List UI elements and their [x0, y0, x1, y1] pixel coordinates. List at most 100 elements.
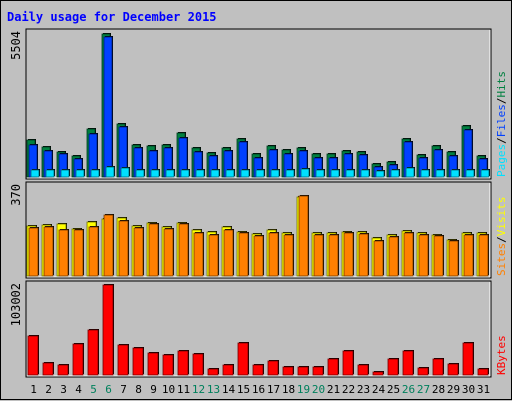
bar-kbytes [57, 364, 69, 376]
bar-pages [60, 169, 70, 178]
bar-pages [240, 169, 250, 178]
bar-sites [328, 234, 339, 277]
legend-kbytes: KBytes [495, 335, 508, 375]
bar-pages [105, 166, 115, 178]
x-tick-label: 28 [432, 383, 445, 396]
bar-sites [388, 236, 399, 277]
x-tick-label: 15 [237, 383, 250, 396]
bar-pages [330, 169, 340, 178]
ymax-label-visitors: 370 [9, 184, 23, 206]
bar-sites [28, 227, 39, 277]
x-tick-label: 13 [207, 383, 220, 396]
bar-kbytes [372, 371, 384, 376]
bar-pages [45, 169, 55, 178]
bar-kbytes [327, 358, 339, 376]
bar-sites [178, 223, 189, 277]
bar-pages [270, 169, 280, 178]
bar-pages [150, 169, 160, 178]
bar-kbytes [357, 364, 369, 376]
x-tick-label: 12 [192, 383, 205, 396]
x-tick-label: 22 [342, 383, 355, 396]
bar-pages [225, 169, 235, 178]
bar-sites [103, 214, 114, 277]
bar-pages [30, 169, 40, 178]
legend-entry: KBytes [495, 335, 508, 375]
bar-pages [480, 169, 490, 178]
bar-sites [193, 232, 204, 277]
bar-pages [315, 169, 325, 178]
bar-sites [358, 233, 369, 277]
bar-sites [163, 228, 174, 277]
legend-entry: Files [495, 104, 508, 137]
bar-pages [375, 170, 385, 178]
bar-kbytes [402, 350, 414, 376]
x-tick-label: 2 [45, 383, 52, 396]
bar-pages [135, 169, 145, 178]
bar-sites [133, 227, 144, 277]
bar-sites [403, 232, 414, 277]
bar-sites [253, 235, 264, 277]
x-tick-label: 23 [357, 383, 370, 396]
bar-sites [283, 234, 294, 277]
bar-kbytes [102, 284, 114, 376]
bar-sites [58, 229, 69, 277]
bar-kbytes [432, 358, 444, 376]
legend-visitors: Sites/Visits [495, 197, 508, 277]
bar-pages [120, 167, 130, 178]
bar-pages [195, 169, 205, 178]
x-tick-label: 4 [75, 383, 82, 396]
bar-pages [435, 169, 445, 178]
legend-entry: Hits [495, 71, 508, 98]
bar-kbytes [267, 360, 279, 376]
bar-sites [478, 234, 489, 277]
bar-kbytes [297, 366, 309, 376]
bar-pages [465, 169, 475, 178]
x-tick-label: 19 [297, 383, 310, 396]
x-tick-label: 17 [267, 383, 280, 396]
ymax-label-traffic: 5504 [9, 31, 23, 60]
bar-kbytes [162, 354, 174, 376]
bar-kbytes [207, 368, 219, 376]
bar-kbytes [477, 368, 489, 376]
x-tick-label: 24 [372, 383, 386, 396]
x-tick-label: 9 [150, 383, 157, 396]
ymax-label-kbytes: 103002 [9, 283, 23, 326]
bar-kbytes [282, 366, 294, 376]
bar-pages [90, 169, 100, 178]
bar-pages [450, 169, 460, 178]
x-tick-label: 11 [177, 383, 190, 396]
bar-pages [75, 169, 85, 178]
x-tick-label: 7 [120, 383, 127, 396]
bar-kbytes [192, 353, 204, 376]
bar-sites [313, 234, 324, 277]
x-tick-label: 8 [135, 383, 142, 396]
bar-pages [210, 169, 220, 178]
bar-sites [463, 234, 474, 277]
bar-sites [268, 232, 279, 277]
bar-kbytes [72, 343, 84, 376]
x-tick-label: 26 [402, 383, 415, 396]
bar-sites [298, 195, 309, 277]
legend-entry: Sites [495, 243, 508, 276]
bar-pages [285, 169, 295, 178]
bar-kbytes [417, 367, 429, 376]
bar-kbytes [42, 362, 54, 376]
x-tick-label: 29 [447, 383, 460, 396]
bar-kbytes [222, 364, 234, 376]
x-tick-label: 25 [387, 383, 400, 396]
bar-pages [300, 168, 310, 178]
bar-sites [448, 240, 459, 277]
bar-sites [238, 232, 249, 277]
legend-entry: Pages [495, 144, 508, 177]
x-tick-label: 31 [477, 383, 490, 396]
bar-pages [390, 169, 400, 178]
chart-title: Daily usage for December 2015 [7, 10, 217, 24]
bar-kbytes [132, 347, 144, 376]
bar-kbytes [177, 350, 189, 376]
x-tick-label: 27 [417, 383, 430, 396]
bar-kbytes [117, 344, 129, 376]
x-tick-label: 5 [90, 383, 97, 396]
bar-kbytes [87, 329, 99, 376]
